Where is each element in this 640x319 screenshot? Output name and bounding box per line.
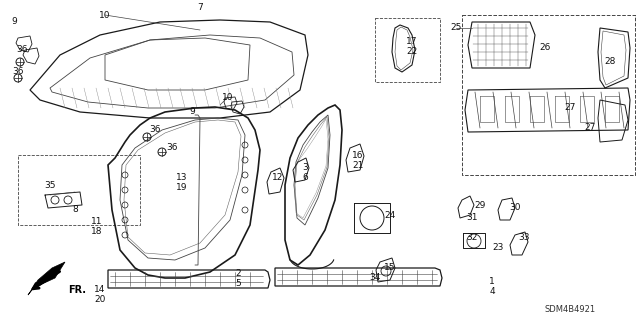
Text: 16: 16 xyxy=(352,151,364,160)
Text: 19: 19 xyxy=(176,182,188,191)
Text: 7: 7 xyxy=(197,4,203,12)
Text: 24: 24 xyxy=(385,211,396,219)
Text: 17: 17 xyxy=(406,38,418,47)
Text: 29: 29 xyxy=(474,201,486,210)
Text: 8: 8 xyxy=(72,205,78,214)
Text: 5: 5 xyxy=(235,278,241,287)
Text: 25: 25 xyxy=(451,24,461,33)
Text: SDM4B4921: SDM4B4921 xyxy=(545,306,596,315)
Text: 6: 6 xyxy=(302,174,308,182)
Text: 36: 36 xyxy=(149,125,161,135)
Text: 36: 36 xyxy=(12,68,24,77)
Text: 34: 34 xyxy=(369,272,381,281)
Text: 27: 27 xyxy=(564,103,576,113)
Text: 18: 18 xyxy=(92,227,103,236)
Text: 28: 28 xyxy=(604,57,616,66)
Polygon shape xyxy=(28,262,65,295)
Text: 30: 30 xyxy=(509,204,521,212)
Text: 2: 2 xyxy=(235,269,241,278)
Text: 10: 10 xyxy=(99,11,111,19)
Text: 36: 36 xyxy=(166,144,178,152)
Text: 35: 35 xyxy=(44,181,56,189)
Text: 36: 36 xyxy=(16,46,28,55)
Text: 32: 32 xyxy=(467,234,477,242)
Text: 31: 31 xyxy=(467,213,477,222)
Text: 23: 23 xyxy=(492,243,504,253)
Text: 12: 12 xyxy=(272,174,284,182)
Text: 11: 11 xyxy=(92,218,103,226)
Text: 33: 33 xyxy=(518,234,530,242)
Text: 10: 10 xyxy=(222,93,234,101)
Text: 22: 22 xyxy=(406,48,418,56)
Text: 9: 9 xyxy=(11,18,17,26)
Text: 20: 20 xyxy=(94,295,106,305)
Text: 15: 15 xyxy=(384,263,396,271)
Text: 21: 21 xyxy=(352,160,364,169)
Text: 3: 3 xyxy=(302,164,308,173)
Text: 9: 9 xyxy=(189,108,195,116)
Text: 1: 1 xyxy=(489,278,495,286)
Text: 26: 26 xyxy=(540,43,550,53)
Text: 14: 14 xyxy=(94,286,106,294)
Text: 4: 4 xyxy=(489,287,495,296)
Text: 13: 13 xyxy=(176,173,188,182)
Text: FR.: FR. xyxy=(68,285,86,295)
Text: 27: 27 xyxy=(584,123,596,132)
